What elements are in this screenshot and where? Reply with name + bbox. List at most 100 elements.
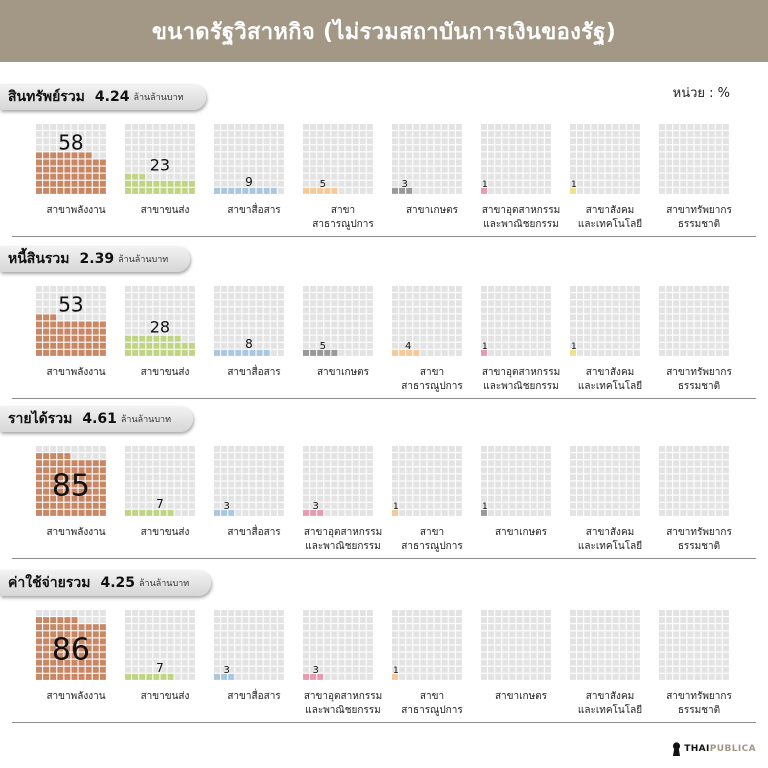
waffle-square-empty xyxy=(263,335,270,342)
waffle-square-filled xyxy=(64,624,71,631)
waffle-square-empty xyxy=(132,481,139,488)
waffle-square-empty xyxy=(495,166,502,173)
waffle-square-empty xyxy=(701,180,708,187)
waffle-square-empty xyxy=(228,666,235,673)
waffle-square-filled xyxy=(36,659,42,666)
waffle-square-empty xyxy=(502,624,509,631)
waffle-square-empty xyxy=(441,166,448,173)
waffle-square-empty xyxy=(270,159,277,166)
waffle-square-empty xyxy=(181,124,188,130)
waffle-square-empty xyxy=(427,307,434,314)
waffle-square-empty xyxy=(584,460,591,467)
waffle-cell: สาขาเกษตร xyxy=(481,610,561,702)
waffle-square-empty xyxy=(310,180,317,187)
waffle-square-empty xyxy=(228,502,235,509)
waffle-square-empty xyxy=(455,131,462,138)
waffle-square-filled xyxy=(43,460,50,467)
waffle-square-empty xyxy=(221,446,228,452)
waffle-square-empty xyxy=(577,145,584,152)
waffle-square-filled xyxy=(36,159,42,166)
waffle-square-empty xyxy=(434,502,441,509)
waffle-square-empty xyxy=(701,131,708,138)
waffle-square-empty xyxy=(331,509,338,516)
waffle-square-empty xyxy=(701,300,708,307)
waffle-square-empty xyxy=(235,666,242,673)
waffle-square-empty xyxy=(174,495,181,502)
waffle-square-filled xyxy=(92,321,99,328)
waffle-square-empty xyxy=(256,481,263,488)
waffle-square-empty xyxy=(270,624,277,631)
waffle-square-empty xyxy=(448,502,455,509)
waffle-square-empty xyxy=(249,314,256,321)
waffle-square-empty xyxy=(406,300,413,307)
waffle-square-empty xyxy=(577,138,584,145)
waffle-square-filled xyxy=(43,488,50,495)
waffle-square-empty xyxy=(392,321,398,328)
waffle-square-empty xyxy=(694,638,701,645)
waffle-square-empty xyxy=(530,659,537,666)
waffle-square-empty xyxy=(495,187,502,194)
waffle-square-empty xyxy=(680,673,687,680)
waffle-square-empty xyxy=(406,131,413,138)
waffle-square-empty xyxy=(406,638,413,645)
waffle-cell: 1 สาขาสาธารณูปการ xyxy=(392,446,472,552)
waffle-square-filled xyxy=(167,335,174,342)
waffle-square-empty xyxy=(701,349,708,356)
waffle-square-empty xyxy=(139,488,146,495)
waffle-square-empty xyxy=(132,645,139,652)
sector-label-line: สาขาเกษตร xyxy=(405,205,459,216)
waffle-square-empty xyxy=(659,145,665,152)
waffle-square-empty xyxy=(441,673,448,680)
waffle-square-empty xyxy=(605,474,612,481)
waffle-square-filled xyxy=(132,509,139,516)
waffle-square-empty xyxy=(228,624,235,631)
waffle-square-empty xyxy=(530,173,537,180)
waffle-square-empty xyxy=(626,321,633,328)
waffle-square-empty xyxy=(619,159,626,166)
waffle-square-empty xyxy=(694,446,701,452)
waffle-square-empty xyxy=(722,631,729,638)
waffle-square-empty xyxy=(277,173,284,180)
waffle-square-filled xyxy=(256,349,263,356)
waffle-square-empty xyxy=(188,495,195,502)
waffle-square-filled xyxy=(132,342,139,349)
waffle-square-filled xyxy=(125,509,131,516)
waffle-square-empty xyxy=(317,173,324,180)
waffle-square-empty xyxy=(406,124,413,130)
waffle-square-empty xyxy=(612,617,619,624)
waffle-square-empty xyxy=(420,328,427,335)
waffle-square-empty xyxy=(488,152,495,159)
waffle-square-empty xyxy=(427,509,434,516)
waffle-square-empty xyxy=(406,666,413,673)
waffle-square-empty xyxy=(352,666,359,673)
waffle-square-empty xyxy=(516,610,523,616)
waffle-square-empty xyxy=(399,474,406,481)
waffle-square-empty xyxy=(160,321,167,328)
waffle-square-empty xyxy=(680,152,687,159)
waffle-square-empty xyxy=(277,138,284,145)
waffle-square-empty xyxy=(441,617,448,624)
waffle-square-empty xyxy=(263,467,270,474)
waffle-square-empty xyxy=(619,300,626,307)
waffle-square-empty xyxy=(99,446,106,452)
waffle-square-empty xyxy=(270,124,277,130)
waffle-square-empty xyxy=(345,488,352,495)
waffle-square-empty xyxy=(687,307,694,314)
waffle-square-empty xyxy=(530,631,537,638)
waffle-square-empty xyxy=(413,187,420,194)
waffle-square-empty xyxy=(270,509,277,516)
waffle-square-empty xyxy=(366,481,373,488)
waffle-square-empty xyxy=(132,321,139,328)
waffle-square-empty xyxy=(406,502,413,509)
waffle-square-filled xyxy=(57,460,64,467)
waffle-square-empty xyxy=(317,335,324,342)
waffle-square-empty xyxy=(715,131,722,138)
waffle-square-empty xyxy=(399,495,406,502)
waffle-square-empty xyxy=(146,173,153,180)
waffle-square-empty xyxy=(701,624,708,631)
waffle-square-empty xyxy=(160,488,167,495)
waffle-square-empty xyxy=(338,460,345,467)
waffle-square-empty xyxy=(605,645,612,652)
waffle-square-empty xyxy=(160,610,167,616)
waffle-square-empty xyxy=(633,488,640,495)
